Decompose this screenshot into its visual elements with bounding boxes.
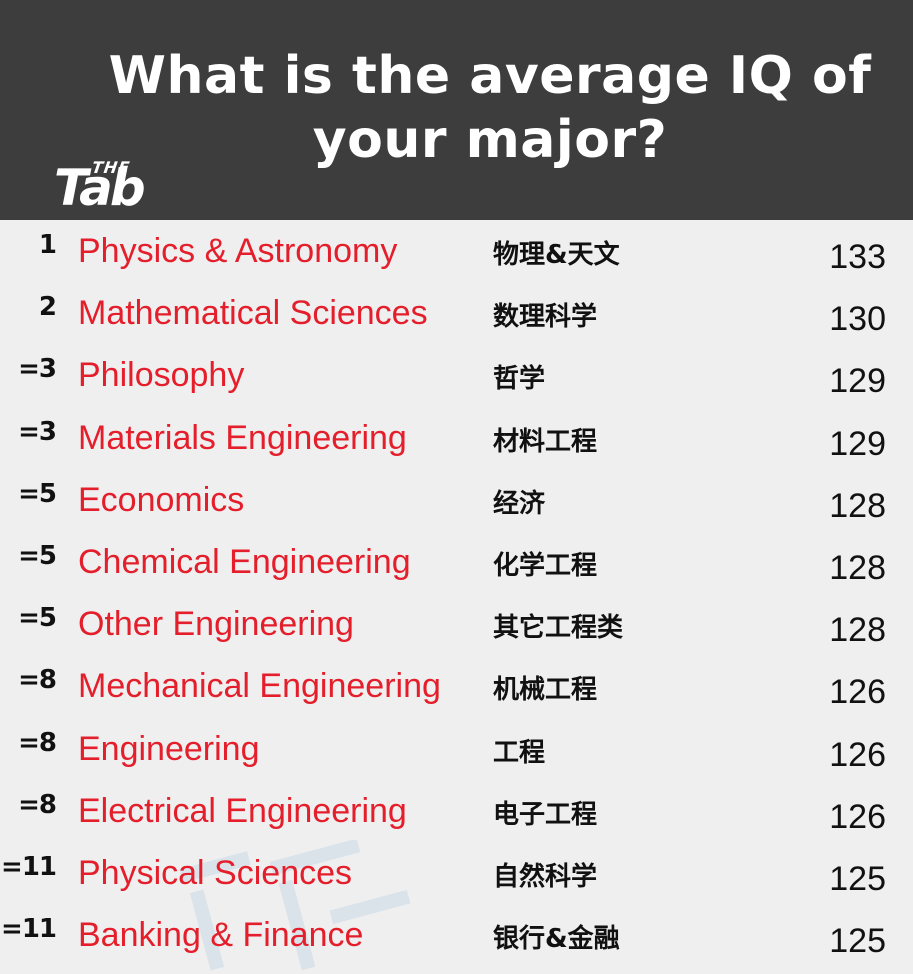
rank-cell: =8	[18, 789, 57, 820]
page-title: What is the average IQ of your major?	[90, 44, 890, 172]
chinese-name-cell: 化学工程	[493, 551, 598, 581]
table-row: =8 Mechanical Engineering 机械工程 126	[0, 655, 913, 717]
chinese-name-cell: 机械工程	[493, 675, 598, 706]
major-cell: Physical Sciences	[78, 854, 353, 892]
rank-cell: =11	[1, 852, 57, 882]
chinese-name-cell: 物理&天文	[493, 240, 620, 270]
table-row: =8 Electrical Engineering 电子工程 126	[0, 780, 913, 842]
rank-cell: =11	[1, 914, 57, 945]
rank-cell: 2	[38, 292, 57, 323]
iq-value-cell: 129	[829, 362, 886, 401]
iq-value-cell: 126	[829, 797, 886, 836]
logo-the-text: THE	[90, 158, 132, 177]
major-cell: Chemical Engineering	[78, 543, 411, 581]
table-row: 2 Mathematical Sciences 数理科学 130	[0, 282, 913, 344]
the-tab-logo: Tab THE	[52, 156, 172, 216]
table-row: =5 Other Engineering 其它工程类 128	[0, 593, 913, 655]
title-line-2: your major?	[312, 110, 668, 170]
rank-cell: =3	[18, 416, 57, 447]
major-cell: Mathematical Sciences	[78, 294, 428, 333]
chinese-name-cell: 其它工程类	[493, 613, 624, 644]
chinese-name-cell: 数理科学	[493, 302, 598, 333]
rank-cell: =3	[18, 354, 57, 385]
header-banner: What is the average IQ of your major? Ta…	[0, 0, 913, 220]
major-cell: Physics & Astronomy	[78, 232, 398, 270]
iq-value-cell: 130	[829, 300, 886, 339]
major-cell: Mechanical Engineering	[78, 667, 441, 706]
rank-cell: =8	[18, 665, 57, 696]
chinese-name-cell: 银行&金融	[493, 924, 620, 955]
iq-value-cell: 129	[829, 424, 886, 463]
major-cell: Engineering	[78, 729, 260, 768]
table-row: 1 Physics & Astronomy 物理&天文 133	[0, 220, 913, 282]
table-row: =8 Engineering 工程 126	[0, 718, 913, 780]
rank-cell: =5	[18, 478, 57, 509]
table-row: =11 Banking & Finance 银行&金融 125	[0, 904, 913, 966]
table-row: =3 Philosophy 哲学 129	[0, 344, 913, 406]
table-row: =5 Chemical Engineering 化学工程 128	[0, 531, 913, 593]
iq-value-cell: 126	[829, 735, 886, 774]
chinese-name-cell: 工程	[493, 737, 546, 768]
iq-value-cell: 133	[829, 238, 886, 276]
rank-cell: =5	[18, 541, 57, 571]
major-cell: Other Engineering	[78, 605, 354, 644]
major-cell: Banking & Finance	[78, 916, 364, 955]
table-row: =11 Physical Sciences 自然科学 125	[0, 842, 913, 904]
major-cell: Electrical Engineering	[78, 791, 407, 830]
iq-value-cell: 125	[829, 860, 886, 898]
title-line-1: What is the average IQ of	[108, 46, 872, 106]
chinese-name-cell: 经济	[493, 488, 546, 519]
iq-value-cell: 126	[829, 673, 886, 712]
table-row: =3 Materials Engineering 材料工程 129	[0, 407, 913, 469]
chinese-name-cell: 自然科学	[493, 862, 598, 892]
iq-value-cell: 128	[829, 486, 886, 525]
major-cell: Materials Engineering	[78, 418, 407, 457]
iq-value-cell: 128	[829, 549, 886, 587]
major-cell: Economics	[78, 480, 245, 519]
chinese-name-cell: 材料工程	[493, 426, 598, 457]
chinese-name-cell: 哲学	[493, 364, 546, 395]
table-row: =5 Economics 经济 128	[0, 469, 913, 531]
iq-value-cell: 125	[829, 922, 886, 961]
rank-cell: =8	[18, 727, 57, 758]
major-cell: Philosophy	[78, 356, 245, 395]
logo-tab-text: Tab	[54, 159, 146, 217]
iq-value-cell: 128	[829, 611, 886, 650]
chinese-name-cell: 电子工程	[493, 799, 598, 830]
rank-cell: =5	[18, 603, 57, 634]
rank-cell: 1	[38, 230, 57, 260]
